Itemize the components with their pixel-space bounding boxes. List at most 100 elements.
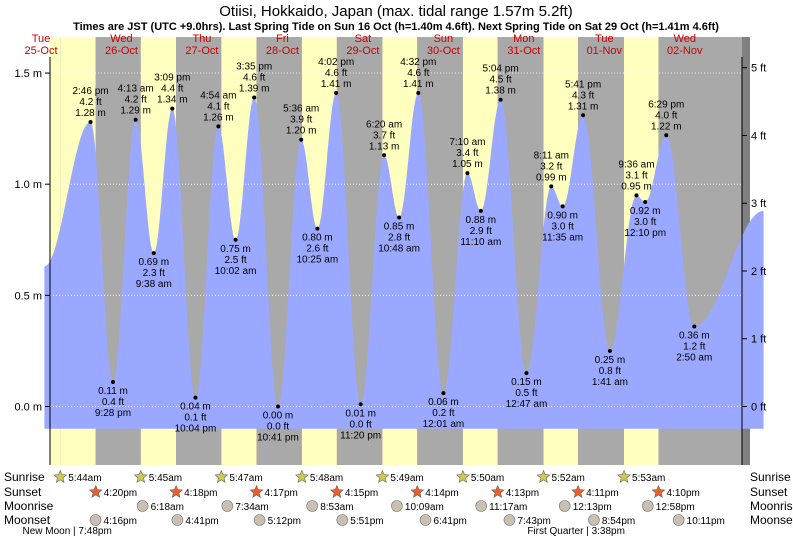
tide-time-label: 4:13 am: [118, 84, 154, 95]
tide-point: [151, 251, 156, 256]
sunset-icon: [249, 484, 264, 498]
sunset-icon: [169, 484, 184, 498]
sunrise-icon: [455, 469, 470, 483]
sunset-icon: [88, 484, 103, 498]
day-label-weekday: Thu: [192, 33, 211, 45]
day-label-date: 27-Oct: [185, 45, 218, 57]
tide-ft-label: 4.6 ft: [243, 73, 265, 84]
tide-ft-label: 2.5 ft: [224, 255, 246, 266]
tide-point: [193, 395, 198, 400]
sunset-icon: [571, 484, 586, 498]
tide-point: [465, 171, 470, 176]
row-label-right: Sunset: [750, 485, 788, 499]
tide-ft-label: 0.0 ft: [267, 422, 289, 433]
day-label-date: 26-Oct: [105, 45, 138, 57]
moonset-time: 4:41pm: [185, 516, 218, 527]
sunset-time: 4:20pm: [104, 488, 137, 499]
left-tick-label: 0.0 m: [14, 402, 42, 414]
tide-ft-label: 4.1 ft: [207, 101, 229, 112]
tide-ft-label: 3.1 ft: [625, 170, 647, 181]
tide-ft-label: 4.6 ft: [407, 68, 429, 79]
tide-point: [299, 137, 304, 142]
tide-point: [692, 324, 697, 329]
sunrise-time: 5:47am: [229, 473, 262, 484]
day-label-weekday: Fri: [276, 33, 289, 45]
tide-time-label: 5:36 am: [283, 104, 319, 115]
day-label-date: 02-Nov: [667, 45, 703, 57]
sunset-time: 4:14pm: [425, 488, 458, 499]
moonrise-time: 11:17am: [489, 502, 527, 513]
sunrise-icon: [214, 469, 229, 483]
tide-point: [416, 91, 421, 96]
tide-point: [524, 371, 529, 376]
tide-ft-label: 4.2 ft: [79, 97, 101, 108]
day-label-weekday: Tue: [32, 33, 51, 45]
row-label-right: Moonrise: [750, 499, 793, 513]
day-label-weekday: Wed: [110, 33, 132, 45]
tide-time-label: 5:04 pm: [483, 64, 519, 75]
tide-time-label: 7:10 am: [449, 137, 485, 148]
tide-m-label: 0.01 m: [345, 408, 376, 419]
tide-point: [581, 113, 586, 118]
tide-point: [358, 402, 363, 407]
moon-phase-label: New Moon | 7:48pm: [22, 526, 111, 537]
tide-m-label: 0.69 m: [138, 257, 169, 268]
moonrise-icon: [475, 500, 487, 512]
moonset-time: 5:12pm: [268, 516, 301, 527]
row-label-right: Moonset: [750, 513, 793, 527]
moonrise-icon: [306, 500, 318, 512]
tide-time-label: 9:36 am: [618, 159, 654, 170]
sunrise-icon: [53, 469, 68, 483]
right-tick-label: 2 ft: [751, 266, 766, 278]
moonset-time: 6:41pm: [434, 516, 467, 527]
tide-ft-label: 2.8 ft: [388, 233, 410, 244]
tide-point: [643, 199, 648, 204]
tide-time-label: 4:32 pm: [400, 57, 436, 68]
moonrise-time: 12:58pm: [656, 502, 695, 513]
sunrise-icon: [536, 469, 551, 483]
sunset-icon: [329, 484, 344, 498]
tide-point: [275, 404, 280, 409]
sunset-time: 4:15pm: [345, 488, 378, 499]
tide-ft-label: 4.3 ft: [572, 90, 594, 101]
chart-subtitle: Times are JST (UTC +9.0hrs). Last Spring…: [73, 21, 719, 33]
tide-m-label: 0.85 m: [384, 222, 415, 233]
left-tick-label: 0.5 m: [14, 290, 42, 302]
tide-m-label: 0.99 m: [536, 172, 567, 183]
tide-point: [549, 184, 554, 189]
tide-m-label: 0.36 m: [679, 330, 710, 341]
tide-ft-label: 4.4 ft: [161, 84, 183, 95]
tide-ft-label: 0.8 ft: [599, 366, 621, 377]
sunset-icon: [651, 484, 666, 498]
sunrise-icon: [294, 469, 309, 483]
tide-point: [110, 380, 115, 385]
sunrise-time: 5:53am: [632, 473, 665, 484]
tide-point: [478, 208, 483, 213]
tide-time-label: 1:41 am: [592, 377, 628, 388]
axes: 1.5 m 1.0 m 0.5 m 0.0 m 5 ft 4 ft 3 ft 2 ft 1 ft…: [14, 57, 766, 465]
tide-ft-label: 2.3 ft: [143, 268, 165, 279]
tide-m-label: 0.75 m: [220, 244, 251, 255]
tide-point: [560, 204, 565, 209]
moonset-icon: [253, 514, 266, 526]
tide-time-label: 8:11 am: [534, 150, 569, 161]
tide-point: [334, 91, 339, 96]
day-label-date: 28-Oct: [266, 45, 299, 57]
tide-time-label: 10:02 am: [215, 266, 257, 277]
tide-m-label: 1.22 m: [651, 121, 682, 132]
tide-m-label: 1.28 m: [75, 108, 106, 119]
left-tick-label: 1.5 m: [14, 68, 42, 80]
sunset-time: 4:13pm: [506, 488, 539, 499]
moonset-time: 5:51pm: [350, 516, 383, 527]
tide-m-label: 0.92 m: [630, 206, 661, 217]
right-tick-label: 0 ft: [751, 402, 766, 414]
sunrise-time: 5:52am: [552, 473, 585, 484]
tide-time-label: 12:01 am: [423, 419, 465, 430]
sunrise-time: 5:48am: [310, 473, 343, 484]
tide-time-label: 12:10 pm: [624, 228, 666, 239]
tide-point: [397, 215, 402, 220]
moonset-icon: [672, 514, 685, 526]
tide-m-label: 1.39 m: [239, 84, 270, 95]
